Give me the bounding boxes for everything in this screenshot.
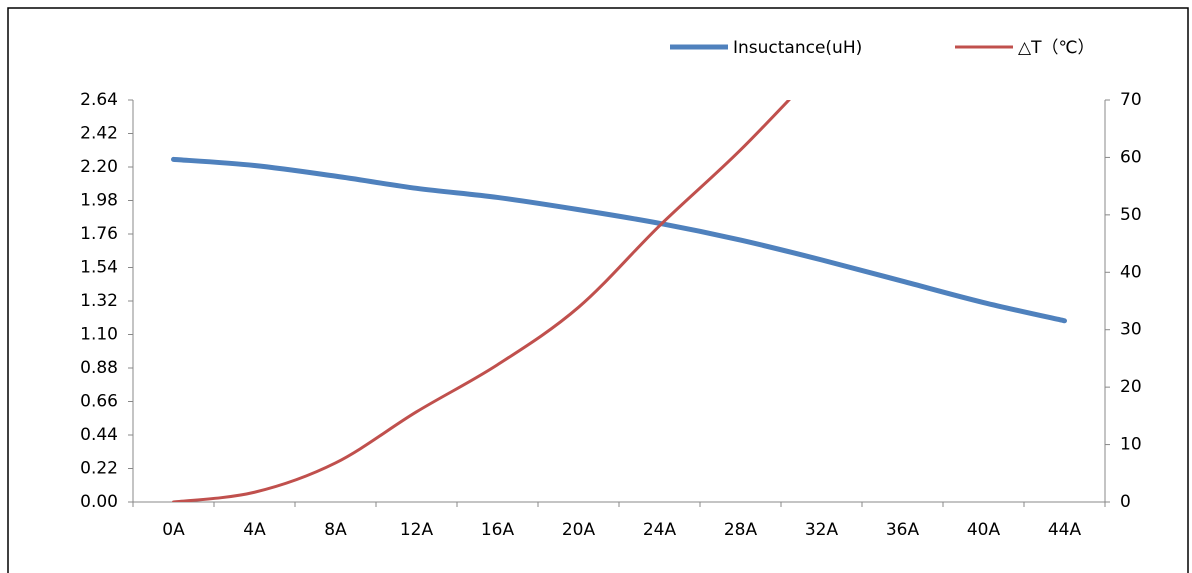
series-line [172,100,791,502]
y2-tick-label: 70 [1120,90,1142,110]
y-tick-label: 0.00 [80,492,118,512]
y-tick-label: 1.98 [80,191,118,211]
x-tick-label: 16A [481,520,515,540]
y-tick-label: 2.20 [80,157,118,177]
y2-tick-label: 20 [1120,377,1142,397]
x-tick-label: 20A [562,520,596,540]
x-tick-label: 32A [805,520,839,540]
y-tick-label: 1.54 [80,258,118,278]
y2-tick-label: 10 [1120,435,1142,455]
y-tick-label: 0.88 [80,358,118,378]
y2-tick-label: 40 [1120,262,1142,282]
x-tick-label: 0A [162,520,185,540]
y-tick-label: 0.66 [80,392,118,412]
y-tick-label: 2.64 [80,90,118,110]
x-tick-label: 12A [400,520,434,540]
y2-tick-label: 0 [1120,492,1131,512]
x-tick-label: 24A [643,520,677,540]
y2-tick-label: 50 [1120,205,1142,225]
y-tick-label: 1.76 [80,224,118,244]
y-tick-label: 1.10 [80,325,118,345]
x-tick-label: 44A [1048,520,1082,540]
x-tick-label: 28A [724,520,758,540]
y-tick-label: 1.32 [80,291,118,311]
y2-tick-label: 60 [1120,147,1142,167]
legend-label: △T（℃） [1018,38,1095,58]
y-tick-label: 0.22 [80,459,118,479]
chart-border [7,7,1189,573]
series-line [171,156,1067,324]
y-tick-label: 2.42 [80,124,118,144]
legend-label: Insuctance(uH) [733,38,862,58]
y2-tick-label: 30 [1120,320,1142,340]
x-tick-label: 40A [967,520,1001,540]
x-tick-label: 8A [324,520,347,540]
x-tick-label: 36A [886,520,920,540]
x-tick-label: 4A [243,520,266,540]
legend: Insuctance(uH) △T（℃） [670,38,1095,58]
y-tick-label: 0.44 [80,425,118,445]
